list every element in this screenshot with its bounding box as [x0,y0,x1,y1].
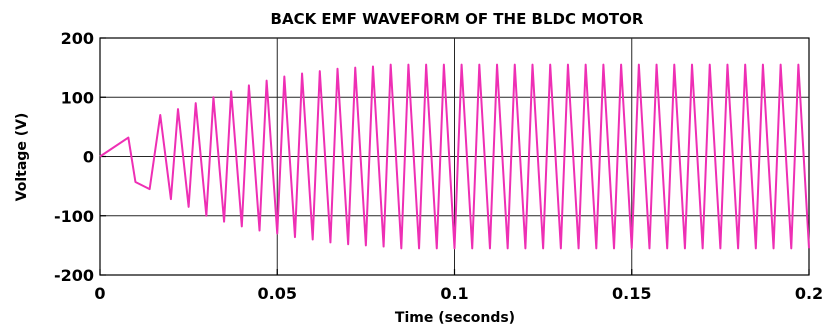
series-group [99,63,810,250]
y-tick-label: -200 [54,266,94,285]
x-tick-label: 0 [94,284,105,303]
voltage-series-line [99,63,810,250]
y-tick-label: 100 [61,88,94,107]
y-axis-label: Voltage (V) [14,113,30,202]
y-tick-label: 0 [83,148,94,167]
chart-title: BACK EMF WAVEFORM OF THE BLDC MOTOR [271,10,644,28]
x-axis-label: Time (seconds) [395,310,515,326]
y-tick-label: -100 [54,207,94,226]
y-tick-label: 200 [61,29,94,48]
x-tick-label: 0.05 [258,284,297,303]
x-tick-label: 0.2 [795,284,823,303]
axis-ticks: 0 0.05 0.1 0.15 0.2 -200 -100 0 100 200 [54,29,823,303]
x-tick-label: 0.1 [440,284,468,303]
x-tick-label: 0.15 [612,284,651,303]
